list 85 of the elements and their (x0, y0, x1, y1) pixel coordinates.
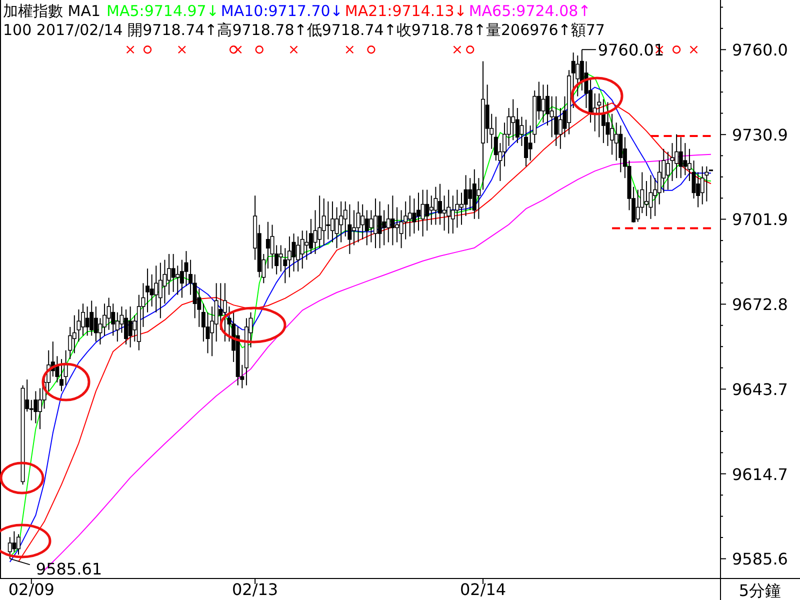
candlestick (60, 358, 64, 392)
candlestick (674, 134, 679, 179)
candlestick (382, 210, 386, 246)
candlestick (94, 306, 98, 342)
candlestick (150, 274, 154, 308)
candlestick (283, 248, 288, 284)
y-tick-label: 9760.0 (732, 40, 788, 60)
candlestick (678, 136, 683, 179)
candlestick (158, 262, 162, 319)
candlestick (446, 189, 451, 234)
annotation: 9760.01 (598, 40, 664, 60)
candlestick (16, 534, 20, 556)
annotation: 9585.61 (36, 560, 102, 579)
candlestick (98, 318, 102, 345)
candlestick (687, 148, 692, 182)
candlestick (90, 300, 94, 336)
candlestick (85, 306, 90, 336)
legend: MA5:9714.97↓MA10:9717.70↓MA21:9714.13↓MA65:9724.08↑ (106, 2, 591, 20)
candlestick (292, 233, 296, 272)
y-tick-label: 9585.6 (732, 550, 788, 569)
candlestick (360, 204, 365, 240)
candlestick (369, 210, 374, 243)
candlestick (68, 326, 72, 360)
candlestick (386, 204, 390, 243)
candlestick (618, 125, 623, 173)
candlestick (34, 390, 38, 424)
candlestick (326, 200, 330, 240)
candlestick (348, 204, 352, 254)
candlestick (300, 230, 304, 270)
x-tick-label: 02/09 (8, 580, 54, 599)
candlestick (442, 195, 446, 232)
candlestick (597, 92, 602, 138)
y-tick-label: 9643.7 (732, 380, 788, 400)
candlestick (524, 119, 528, 167)
x-tick-label: 02/13 (232, 580, 278, 599)
candlestick (171, 253, 176, 292)
y-tick-label: 9672.8 (732, 295, 788, 314)
candlestick (154, 265, 158, 313)
candlestick (476, 178, 481, 220)
candlestick (554, 96, 558, 146)
candlestick (700, 166, 704, 205)
candlestick (64, 350, 68, 386)
x-axis-title: 5分鐘 (738, 581, 782, 600)
candlestick (541, 84, 546, 124)
candlestick (434, 186, 438, 226)
text: 100 2017/02/14 開9718.74↑高9718.78↑低9718.74↑收9718.78↑量206976↑額77 (3, 21, 605, 39)
candlestick (601, 98, 606, 144)
y-tick-label: 9701.9 (732, 210, 788, 230)
candlestick (176, 265, 180, 296)
candlestick (425, 189, 430, 232)
candlestick (304, 230, 309, 260)
candlestick (146, 268, 150, 313)
candlestick (515, 108, 520, 144)
candlestick (12, 530, 16, 552)
candlestick (214, 282, 218, 342)
candlestick (390, 195, 395, 246)
candlestick (322, 198, 326, 246)
candlestick (606, 102, 610, 146)
candlestick (571, 52, 576, 109)
candlestick (420, 189, 425, 237)
chart-title: 加權指數 MA1 (3, 2, 101, 20)
candlestick (468, 178, 472, 211)
candlestick (222, 282, 227, 342)
candlestick (296, 236, 300, 272)
candlestick (520, 116, 524, 146)
candlestick (364, 210, 369, 246)
candlestick (356, 200, 360, 243)
candlestick (683, 142, 688, 176)
candlestick (704, 166, 709, 202)
candlestick (464, 174, 468, 217)
candlestick (614, 122, 618, 162)
x-tick-label: 02/14 (460, 580, 506, 599)
y-tick-label: 9614.7 (732, 464, 788, 484)
candlestick (218, 282, 223, 330)
candlestick (648, 174, 653, 220)
candlestick (666, 151, 670, 190)
candlestick (29, 399, 34, 421)
candlestick (128, 306, 132, 348)
y-tick-label: 9730.9 (732, 126, 788, 145)
candlestick (408, 195, 412, 237)
candlestick (429, 195, 434, 226)
candlestick (412, 198, 416, 234)
candlestick (378, 200, 382, 249)
candlestick (511, 98, 516, 141)
candlestick (670, 142, 674, 182)
